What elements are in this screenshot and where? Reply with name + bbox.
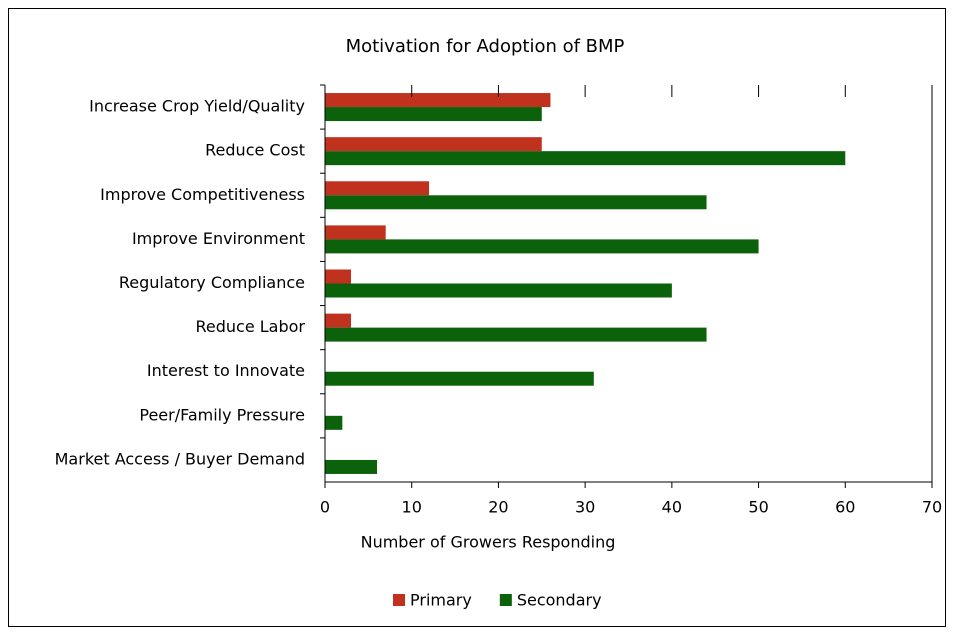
bar	[325, 415, 343, 430]
legend-label: Secondary	[517, 591, 602, 610]
y-tick-label: Market Access / Buyer Demand	[55, 449, 305, 468]
legend-swatch	[499, 594, 512, 606]
x-tick-label: 40	[662, 498, 682, 517]
x-tick-label: 20	[488, 498, 508, 517]
bar	[325, 269, 352, 284]
x-tick-label: 60	[835, 498, 855, 517]
y-tick-label: Reduce Labor	[195, 317, 305, 336]
bar	[325, 151, 846, 166]
y-tick-label: Improve Environment	[132, 229, 305, 248]
bar	[325, 181, 430, 196]
y-tick-label: Increase Crop Yield/Quality	[89, 97, 305, 116]
legend-label: Primary	[410, 591, 472, 610]
x-tick-label: 10	[402, 498, 422, 517]
y-tick-label: Improve Competitiveness	[100, 185, 305, 204]
bar	[325, 239, 759, 254]
x-tick-label: 30	[575, 498, 595, 517]
bar	[325, 93, 551, 108]
x-tick-label: 50	[748, 498, 768, 517]
y-tick-label: Interest to Innovate	[147, 361, 305, 380]
bar	[325, 225, 386, 240]
legend-swatch	[393, 594, 405, 606]
y-tick-label: Peer/Family Pressure	[139, 405, 305, 424]
x-tick-label: 70	[922, 498, 942, 517]
chart-title: Motivation for Adoption of BMP	[346, 36, 625, 57]
y-tick-label: Regulatory Compliance	[119, 273, 305, 292]
y-tick-label: Reduce Cost	[205, 141, 305, 160]
bar	[325, 459, 378, 474]
bar	[325, 327, 707, 342]
bar	[325, 107, 542, 122]
bar	[325, 283, 672, 298]
bar	[325, 137, 542, 152]
bar	[325, 371, 594, 386]
x-tick-label: 0	[320, 498, 330, 517]
bar	[325, 195, 707, 210]
bar	[325, 313, 352, 328]
x-axis-label: Number of Growers Responding	[361, 533, 616, 552]
